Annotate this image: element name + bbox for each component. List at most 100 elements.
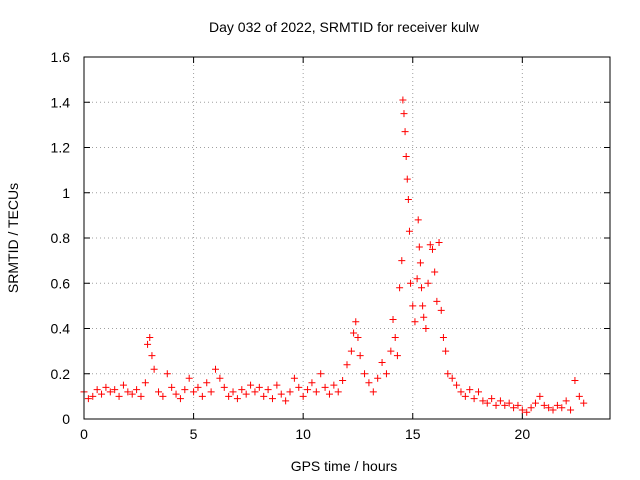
data-point xyxy=(277,390,285,398)
data-point xyxy=(84,395,92,403)
x-tick-label: 15 xyxy=(405,426,421,442)
data-point xyxy=(389,315,397,323)
data-point xyxy=(93,386,101,394)
data-point xyxy=(299,392,307,400)
data-point xyxy=(505,399,513,407)
data-point xyxy=(286,388,294,396)
data-point xyxy=(501,401,509,409)
grid-layer xyxy=(84,57,610,419)
data-point xyxy=(229,388,237,396)
data-point xyxy=(343,361,351,369)
chart-title: Day 032 of 2022, SRMTID for receiver kul… xyxy=(209,19,480,35)
data-point xyxy=(352,318,360,326)
data-point xyxy=(168,383,176,391)
data-point xyxy=(536,392,544,400)
data-point xyxy=(400,110,408,118)
data-point xyxy=(144,340,152,348)
data-point xyxy=(492,401,500,409)
data-point xyxy=(453,381,461,389)
data-point xyxy=(282,397,290,405)
data-point xyxy=(295,383,303,391)
data-point xyxy=(365,379,373,387)
data-point xyxy=(233,395,241,403)
data-point xyxy=(409,302,417,310)
data-point xyxy=(571,377,579,385)
data-point xyxy=(470,395,478,403)
data-point xyxy=(424,279,432,287)
data-point xyxy=(317,370,325,378)
data-point xyxy=(176,395,184,403)
data-point xyxy=(312,388,320,396)
x-axis-label: GPS time / hours xyxy=(291,458,398,474)
data-point xyxy=(141,379,149,387)
data-point xyxy=(111,386,119,394)
data-point xyxy=(220,383,228,391)
data-point xyxy=(159,392,167,400)
y-tick-label: 1.2 xyxy=(51,140,71,156)
data-point xyxy=(391,334,399,342)
data-point xyxy=(378,358,386,366)
data-point xyxy=(339,377,347,385)
data-point xyxy=(399,96,407,104)
data-point xyxy=(433,297,441,305)
data-point xyxy=(148,352,156,360)
data-point xyxy=(483,399,491,407)
data-point xyxy=(527,404,535,412)
data-point xyxy=(545,404,553,412)
data-point xyxy=(531,399,539,407)
data-point xyxy=(575,392,583,400)
data-point xyxy=(374,374,382,382)
data-point xyxy=(514,401,522,409)
data-point xyxy=(128,390,136,398)
data-point xyxy=(549,406,557,414)
data-point xyxy=(290,374,298,382)
data-point xyxy=(422,325,430,332)
data-point xyxy=(212,365,219,373)
data-point xyxy=(155,388,163,396)
y-tick-label: 0.4 xyxy=(51,321,71,337)
x-tick-label: 5 xyxy=(190,426,198,442)
data-point xyxy=(225,392,233,400)
y-tick-label: 0 xyxy=(62,411,70,427)
data-point xyxy=(102,383,110,391)
data-point xyxy=(567,406,575,414)
data-point xyxy=(133,386,141,394)
y-tick-label: 0.8 xyxy=(51,230,71,246)
data-point xyxy=(558,404,566,412)
data-point xyxy=(448,374,456,382)
data-point xyxy=(185,374,193,382)
data-point xyxy=(330,381,338,389)
data-point xyxy=(488,395,496,403)
data-point xyxy=(510,404,518,412)
plot-frame xyxy=(83,56,611,420)
data-point xyxy=(382,370,390,378)
y-axis-label: SRMTID / TECUs xyxy=(5,183,21,293)
data-point xyxy=(523,408,531,416)
data-point xyxy=(402,153,410,161)
points-layer xyxy=(80,96,588,416)
data-point xyxy=(540,401,548,409)
data-point xyxy=(106,388,114,396)
data-point xyxy=(119,381,127,389)
data-point xyxy=(251,388,259,396)
data-point xyxy=(413,275,421,283)
data-point xyxy=(415,243,423,251)
data-point xyxy=(89,392,97,400)
data-point xyxy=(442,347,450,355)
data-point xyxy=(264,386,272,394)
data-point xyxy=(321,383,329,391)
data-point xyxy=(334,388,342,396)
data-point xyxy=(439,334,447,342)
data-point xyxy=(407,279,415,287)
data-point xyxy=(194,383,202,391)
data-point xyxy=(398,257,406,265)
data-point xyxy=(260,392,268,400)
data-point xyxy=(420,313,428,321)
data-point xyxy=(325,390,333,398)
data-point xyxy=(387,347,395,355)
x-tick-label: 0 xyxy=(80,426,88,442)
data-point xyxy=(369,388,377,396)
data-point xyxy=(479,397,487,405)
